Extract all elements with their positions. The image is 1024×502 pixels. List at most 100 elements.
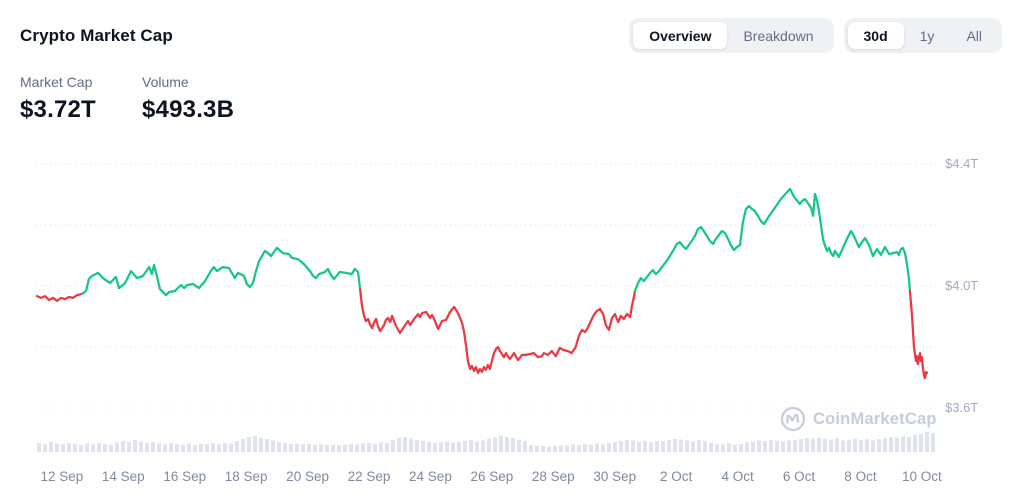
- volume-bar: [373, 444, 377, 452]
- volume-bar: [301, 444, 305, 452]
- volume-bar: [865, 439, 869, 452]
- volume-bar: [685, 440, 689, 452]
- volume-bar: [571, 444, 575, 452]
- chart-controls: Overview Breakdown 30d 1y All: [629, 18, 1002, 53]
- range-all-button[interactable]: All: [950, 22, 998, 49]
- volume-bar: [175, 444, 179, 452]
- watermark-text: CoinMarketCap: [813, 409, 937, 428]
- volume-bar: [553, 446, 557, 452]
- volume-bar: [343, 444, 347, 452]
- x-axis-label: 12 Sep: [40, 469, 84, 484]
- volume-bar: [181, 444, 185, 452]
- market-cap-line-down: [35, 292, 84, 303]
- volume-bar: [907, 437, 911, 452]
- volume-bar: [661, 441, 665, 452]
- volume-bar: [325, 445, 329, 452]
- volume-bar: [361, 443, 365, 452]
- volume-bar: [475, 441, 479, 452]
- market-cap-chart[interactable]: $4.4T $4.0T $3.6T 12 Sep 14 Sep 16 Sep 18 Sep 2…: [0, 136, 1024, 502]
- volume-label: Volume: [142, 74, 189, 90]
- volume-bar: [247, 437, 251, 452]
- view-toggle: Overview Breakdown: [629, 18, 834, 53]
- x-axis-label: 24 Sep: [409, 469, 452, 484]
- x-axis-label: 8 Oct: [844, 469, 877, 484]
- volume-bar: [679, 439, 683, 452]
- volume-bar: [817, 437, 821, 452]
- volume-bar: [91, 444, 95, 452]
- y-axis-label: $3.6T: [945, 400, 979, 415]
- volume-bar: [535, 446, 539, 452]
- volume-bar: [61, 444, 65, 452]
- volume-bar: [529, 445, 533, 452]
- volume-bar: [649, 442, 653, 452]
- volume-bar: [619, 441, 623, 452]
- volume-bar: [397, 438, 401, 452]
- volume-bar: [799, 439, 803, 452]
- volume-bar: [193, 445, 197, 452]
- volume-bar: [607, 443, 611, 452]
- volume-bar: [133, 440, 137, 452]
- volume-bar: [895, 437, 899, 452]
- volume-bar: [709, 443, 713, 452]
- volume-bar: [769, 440, 773, 452]
- volume-bar: [481, 440, 485, 452]
- volume-bar: [745, 442, 749, 452]
- volume-bar: [583, 444, 587, 452]
- volume-bar: [223, 443, 227, 452]
- volume-bar: [391, 440, 395, 452]
- volume-bar: [97, 443, 101, 452]
- x-axis-label: 6 Oct: [782, 469, 816, 484]
- volume-bar: [859, 440, 863, 452]
- volume-bar: [379, 442, 383, 452]
- volume-bar: [433, 443, 437, 452]
- volume-bar: [565, 445, 569, 452]
- volume-bar: [409, 438, 413, 452]
- range-30d-button[interactable]: 30d: [847, 22, 904, 49]
- volume-bar: [127, 442, 131, 452]
- x-axis-label: 30 Sep: [593, 469, 637, 484]
- volume-bar: [355, 444, 359, 452]
- x-axis-label: 22 Sep: [347, 469, 391, 484]
- volume-bar: [313, 444, 317, 452]
- volume-bar: [451, 442, 455, 452]
- volume-bar: [199, 444, 203, 452]
- volume-bar: [841, 440, 845, 452]
- range-1y-button[interactable]: 1y: [904, 22, 951, 49]
- tab-overview[interactable]: Overview: [633, 22, 728, 49]
- volume-bar: [307, 444, 311, 452]
- volume-bar: [367, 443, 371, 452]
- coinmarketcap-watermark: CoinMarketCap: [780, 406, 937, 432]
- volume-bar: [115, 442, 119, 452]
- volume-bar: [577, 445, 581, 452]
- volume-bar: [901, 436, 905, 452]
- volume-bar: [763, 441, 767, 452]
- volume-bar: [739, 444, 743, 452]
- x-axis-label: 14 Sep: [101, 469, 145, 484]
- volume-bar: [421, 441, 425, 452]
- page-title: Crypto Market Cap: [20, 26, 173, 45]
- volume-bar: [637, 441, 641, 452]
- volume-bar: [823, 438, 827, 452]
- volume-bar: [49, 442, 53, 452]
- volume-bar: [673, 439, 677, 452]
- volume-bar: [235, 441, 239, 452]
- volume-bar: [169, 443, 173, 452]
- volume-bar: [73, 444, 77, 452]
- tab-breakdown[interactable]: Breakdown: [727, 22, 829, 49]
- x-axis-label: 10 Oct: [901, 469, 942, 484]
- volume-bar: [559, 445, 563, 452]
- volume-bar: [703, 440, 707, 452]
- market-cap-line-down: [358, 287, 637, 375]
- volume-bar: [241, 439, 245, 452]
- chart-canvas[interactable]: [0, 136, 1024, 502]
- volume-bar: [787, 440, 791, 452]
- volume-bar: [547, 446, 551, 452]
- volume-bar: [457, 442, 461, 452]
- volume-bar: [925, 432, 929, 452]
- volume-bar: [415, 440, 419, 452]
- volume-bar: [217, 444, 221, 452]
- volume-bar: [121, 441, 125, 452]
- volume-bar: [463, 441, 467, 452]
- volume-bar: [163, 444, 167, 452]
